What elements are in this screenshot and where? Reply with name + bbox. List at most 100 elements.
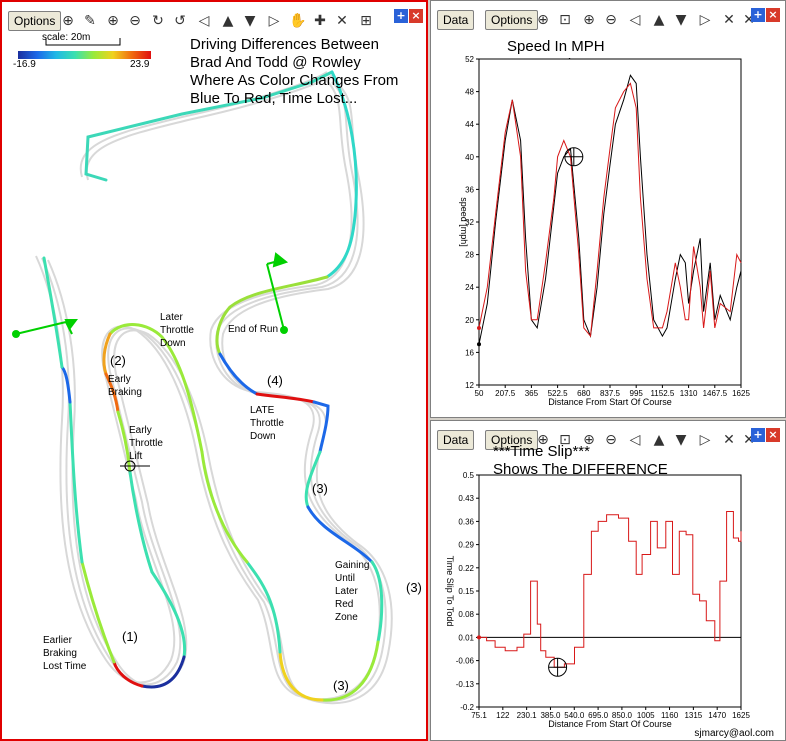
close-icon[interactable]: ×: [409, 9, 423, 23]
next-marker-icon[interactable]: ▷: [699, 12, 711, 28]
pan-hand-icon[interactable]: ✋: [289, 13, 307, 29]
scale-bar: [45, 38, 121, 46]
zoom-box-icon[interactable]: ⊕: [537, 12, 549, 28]
prev-marker-icon[interactable]: ◁: [629, 432, 641, 448]
y-tick-label: 24: [465, 283, 474, 292]
zoom-select-icon[interactable]: ⊡: [559, 432, 571, 448]
y-tick-label: -0.2: [460, 703, 474, 712]
prev-marker-icon[interactable]: ◁: [629, 12, 641, 28]
x-tick-label: 850.0: [612, 711, 633, 720]
annotation-marker-3b: (3): [406, 580, 422, 595]
y-tick-label: 28: [465, 251, 474, 260]
annotation-marker-1: (1): [122, 629, 138, 644]
x-tick-label: 365: [525, 389, 539, 398]
y-tick-label: 48: [465, 88, 474, 97]
x-tick-label: 695.0: [588, 711, 609, 720]
zoom-out-icon[interactable]: ⊖: [605, 432, 617, 448]
zoom-box-icon[interactable]: ⊕: [537, 432, 549, 448]
remove-series-icon[interactable]: ✕: [723, 432, 735, 448]
x-tick-label: 1470: [708, 711, 726, 720]
start-marker-arrow: [15, 319, 78, 335]
edit-icon[interactable]: ✎: [84, 13, 96, 29]
color-scale-bar: [18, 51, 151, 59]
colored-lap: [42, 70, 384, 702]
redo-icon[interactable]: ↻: [152, 13, 164, 29]
down-marker-icon[interactable]: ▼: [675, 432, 687, 448]
add-series-icon[interactable]: ✕: [743, 12, 755, 28]
next-marker-icon[interactable]: ▷: [699, 432, 711, 448]
track-map-pane: Options ⊕ ✎ ⊕ ⊖ ↻ ↺ ◁ ▲ ▼ ▷ ✋ ✚ ✕ ⊞ + ×: [0, 0, 428, 741]
prev-marker-icon[interactable]: ◁: [198, 13, 210, 29]
speed-data-button[interactable]: Data: [437, 10, 475, 30]
y-tick-label: 20: [465, 316, 474, 325]
up-marker-icon[interactable]: ▲: [653, 12, 665, 28]
speed-chart-pane: Data Options ⊕ ⊡ ⊕ ⊖ ◁ ▲ ▼ ▷ ✕ ✕ + × Spe…: [430, 0, 786, 418]
x-tick-label: 680: [577, 389, 591, 398]
undo-icon[interactable]: ↺: [174, 13, 186, 29]
next-marker-icon[interactable]: ▷: [268, 13, 280, 29]
series-line-0: [479, 511, 742, 668]
y-tick-label: 0.08: [458, 610, 474, 619]
y-tick-label: 0.01: [458, 633, 474, 642]
zoom-out-icon[interactable]: ⊖: [605, 12, 617, 28]
slip-data-button[interactable]: Data: [437, 430, 475, 450]
zoom-out-icon[interactable]: ⊖: [129, 13, 141, 29]
remove-series-icon[interactable]: ✕: [723, 12, 735, 28]
up-marker-icon[interactable]: ▲: [222, 13, 234, 29]
annotation-marker-4: (4): [267, 373, 283, 388]
x-tick-label: 1160: [661, 711, 679, 720]
x-tick-label: 837.5: [600, 389, 621, 398]
x-tick-label: 75.1: [471, 711, 487, 720]
zoom-in-icon[interactable]: ⊕: [583, 12, 595, 28]
y-axis-label: speed [mph]: [459, 197, 469, 247]
maximize-icon[interactable]: +: [394, 9, 408, 23]
y-tick-label: 44: [465, 120, 474, 129]
plot-area: [478, 58, 742, 386]
close-icon[interactable]: ×: [766, 428, 780, 442]
x-tick-label: 1315: [684, 711, 702, 720]
y-tick-label: 0.15: [458, 587, 474, 596]
series-start-point-0: [477, 342, 481, 347]
timeslip-chart-pane: Data Options ⊕ ⊡ ⊕ ⊖ ◁ ▲ ▼ ▷ ✕ ✕ + × ***…: [430, 420, 786, 741]
end-marker-arrow: [266, 252, 289, 331]
speed-options-button[interactable]: Options: [485, 10, 539, 30]
x-tick-label: 50: [475, 389, 484, 398]
y-axis-label: Time Slip To Todd: [445, 556, 455, 627]
y-tick-label: -0.06: [456, 657, 475, 666]
zoom-in-icon[interactable]: ⊕: [583, 432, 595, 448]
annotation-early-braking: Early Braking: [108, 374, 142, 398]
add-series-icon[interactable]: ✕: [743, 432, 755, 448]
y-tick-label: 0.36: [458, 517, 474, 526]
zoom-in-icon[interactable]: ⊕: [107, 13, 119, 29]
map-options-button[interactable]: Options: [8, 11, 62, 31]
maximize-icon[interactable]: +: [751, 428, 765, 442]
x-tick-label: 122: [496, 711, 510, 720]
x-tick-label: 230.1: [517, 711, 538, 720]
end-point: [280, 326, 288, 334]
y-tick-label: 16: [465, 348, 474, 357]
select-node-icon[interactable]: ⊞: [360, 13, 372, 29]
remove-node-icon[interactable]: ✕: [336, 13, 348, 29]
slip-options-button[interactable]: Options: [485, 430, 539, 450]
scale-label: scale: 20m: [42, 32, 91, 43]
down-marker-icon[interactable]: ▼: [675, 12, 687, 28]
author-email: sjmarcy@aol.com: [694, 728, 774, 739]
maximize-icon[interactable]: +: [751, 8, 765, 22]
y-tick-label: 40: [465, 153, 474, 162]
up-marker-icon[interactable]: ▲: [653, 432, 665, 448]
x-tick-label: 207.5: [495, 389, 516, 398]
add-node-icon[interactable]: ✚: [314, 13, 326, 29]
colorbar-min-label: -16.9: [13, 59, 36, 70]
close-icon[interactable]: ×: [766, 8, 780, 22]
x-tick-label: 1310: [680, 389, 698, 398]
annotation-earlier-braking: Earlier Braking Lost Time: [43, 635, 87, 672]
zoom-select-icon[interactable]: ⊡: [559, 12, 571, 28]
plot-area: [478, 474, 742, 708]
speed-chart: 12 16 20 24 28 32 36 40 44 48 52 50 207.5 365 522.5 680…: [459, 55, 750, 407]
down-marker-icon[interactable]: ▼: [244, 13, 256, 29]
y-tick-label: 0.5: [463, 471, 475, 480]
slip-chart: -0.2 -0.13 -0.06 0.01 0.08 0.15 0.22 0.29 0.36 0.…: [445, 471, 750, 729]
x-tick-label: 1625: [732, 711, 750, 720]
x-axis-label: Distance From Start Of Course: [548, 719, 672, 729]
zoom-box-icon[interactable]: ⊕: [62, 13, 74, 29]
